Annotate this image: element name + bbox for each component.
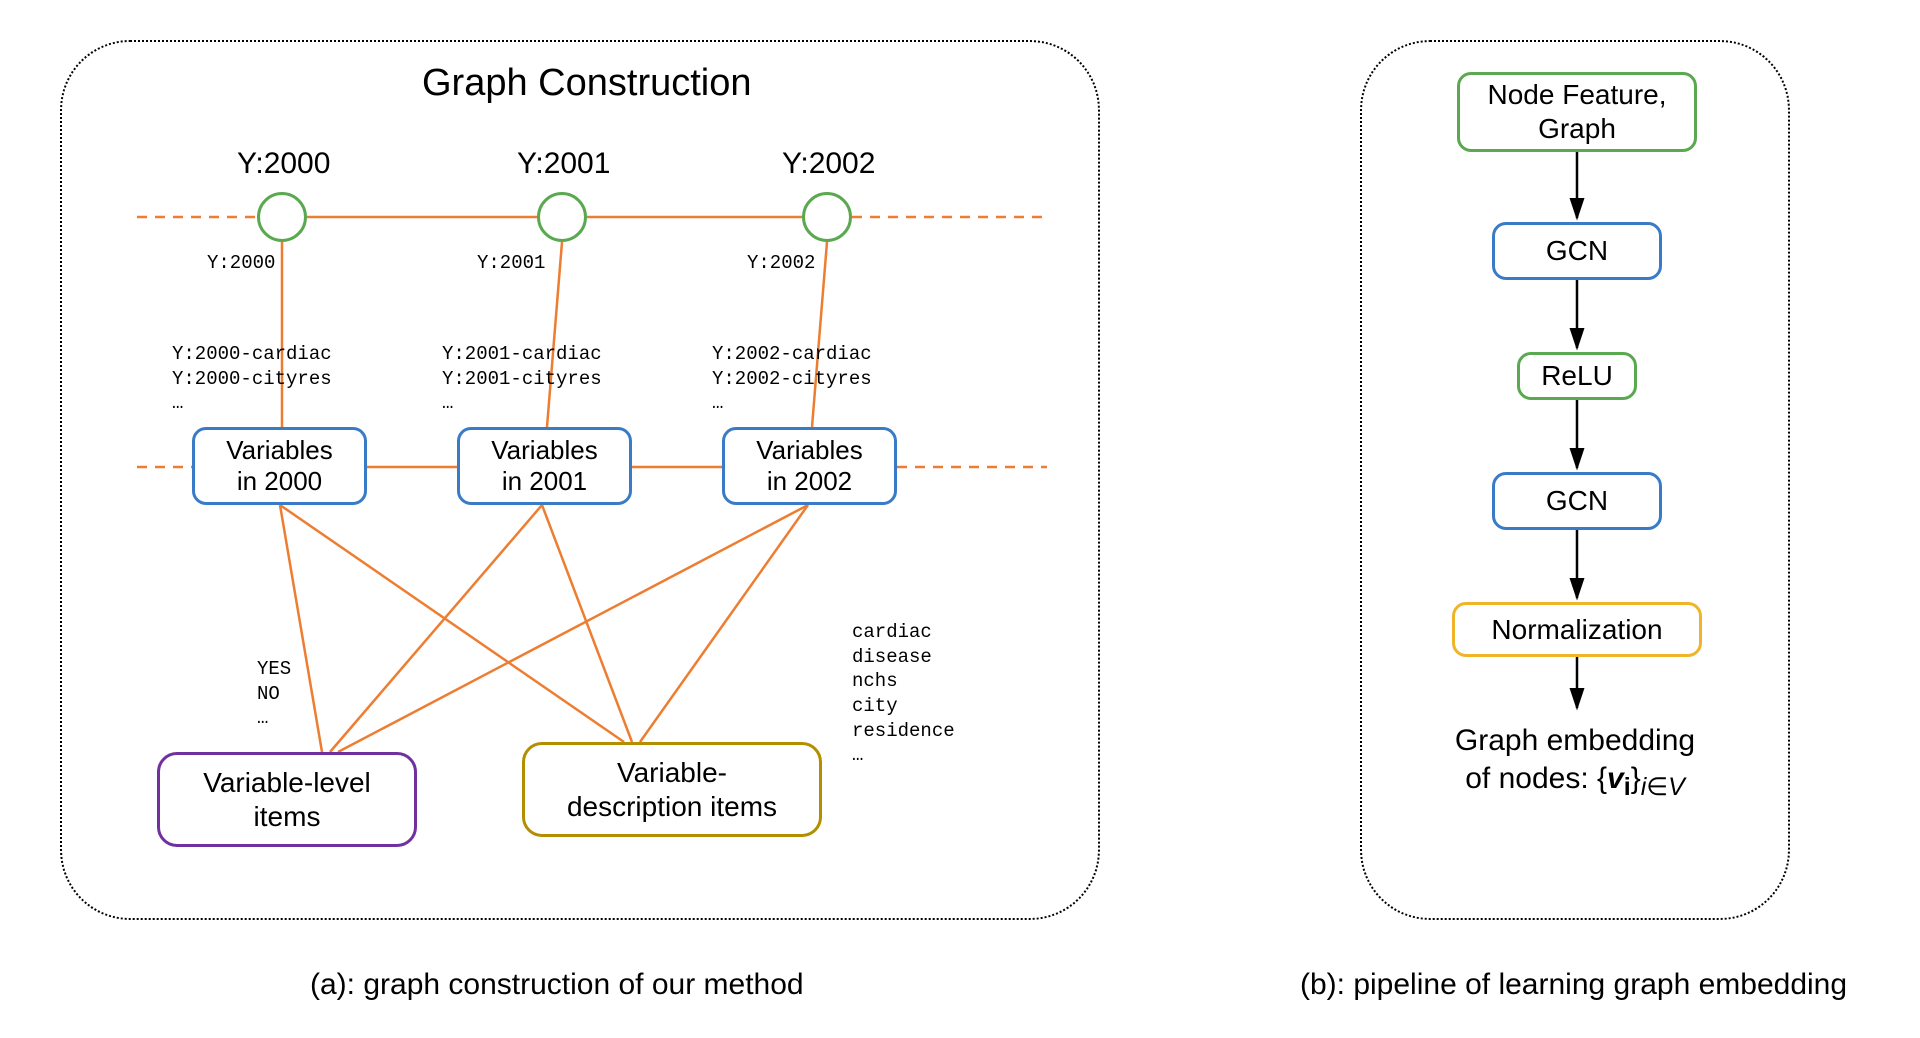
- pb-box-gcn2-label: GCN: [1546, 484, 1608, 518]
- var-box-1: Variablesin 2001: [457, 427, 632, 505]
- panel-a-title: Graph Construction: [422, 62, 752, 105]
- pb-box-relu: ReLU: [1517, 352, 1637, 400]
- var-box-0-label: Variablesin 2000: [226, 435, 332, 497]
- year-small-2: Y:2002: [747, 252, 815, 274]
- year-label-2: Y:2002: [782, 147, 875, 181]
- year-label-1: Y:2001: [517, 147, 610, 181]
- pb-output-text: Graph embedding of nodes: {vi}i∈V: [1362, 722, 1788, 803]
- var-box-2-label: Variablesin 2002: [756, 435, 862, 497]
- pb-box-gcn1-label: GCN: [1546, 234, 1608, 268]
- pb-box-gcn2: GCN: [1492, 472, 1662, 530]
- var-list-0: Y:2000-cardiacY:2000-cityres…: [172, 342, 332, 416]
- pb-box-gcn1: GCN: [1492, 222, 1662, 280]
- var-list-1: Y:2001-cardiacY:2001-cityres…: [442, 342, 602, 416]
- level-list: YESNO…: [257, 657, 291, 731]
- pb-box-input: Node Feature,Graph: [1457, 72, 1697, 152]
- caption-b: (b): pipeline of learning graph embeddin…: [1300, 968, 1847, 1002]
- var-box-0: Variablesin 2000: [192, 427, 367, 505]
- year-small-0: Y:2000: [207, 252, 275, 274]
- year-label-0: Y:2000: [237, 147, 330, 181]
- year-circle-0: [257, 192, 307, 242]
- var-box-2: Variablesin 2002: [722, 427, 897, 505]
- pb-box-relu-label: ReLU: [1541, 359, 1613, 393]
- year-circle-2: [802, 192, 852, 242]
- level-box-label: Variable-levelitems: [203, 766, 371, 833]
- year-circle-1: [537, 192, 587, 242]
- pb-output-line2: of nodes: {vi}i∈V: [1465, 762, 1685, 795]
- caption-a: (a): graph construction of our method: [310, 968, 804, 1002]
- panel-a-container: Graph Construction Y:2000 Y:2000 Y:2001 …: [60, 40, 1100, 920]
- panel-b-container: Node Feature,Graph GCN ReLU GCN Normaliz…: [1360, 40, 1790, 920]
- level-box: Variable-levelitems: [157, 752, 417, 847]
- desc-box-label: Variable-description items: [567, 756, 777, 823]
- var-list-2: Y:2002-cardiacY:2002-cityres…: [712, 342, 872, 416]
- year-small-1: Y:2001: [477, 252, 545, 274]
- pb-box-norm: Normalization: [1452, 602, 1702, 657]
- pb-box-input-label: Node Feature,Graph: [1488, 78, 1667, 145]
- pb-output-line1: Graph embedding: [1455, 724, 1695, 757]
- desc-box: Variable-description items: [522, 742, 822, 837]
- desc-list: cardiacdiseasenchscityresidence…: [852, 620, 955, 768]
- pb-box-norm-label: Normalization: [1491, 613, 1662, 647]
- var-box-1-label: Variablesin 2001: [491, 435, 597, 497]
